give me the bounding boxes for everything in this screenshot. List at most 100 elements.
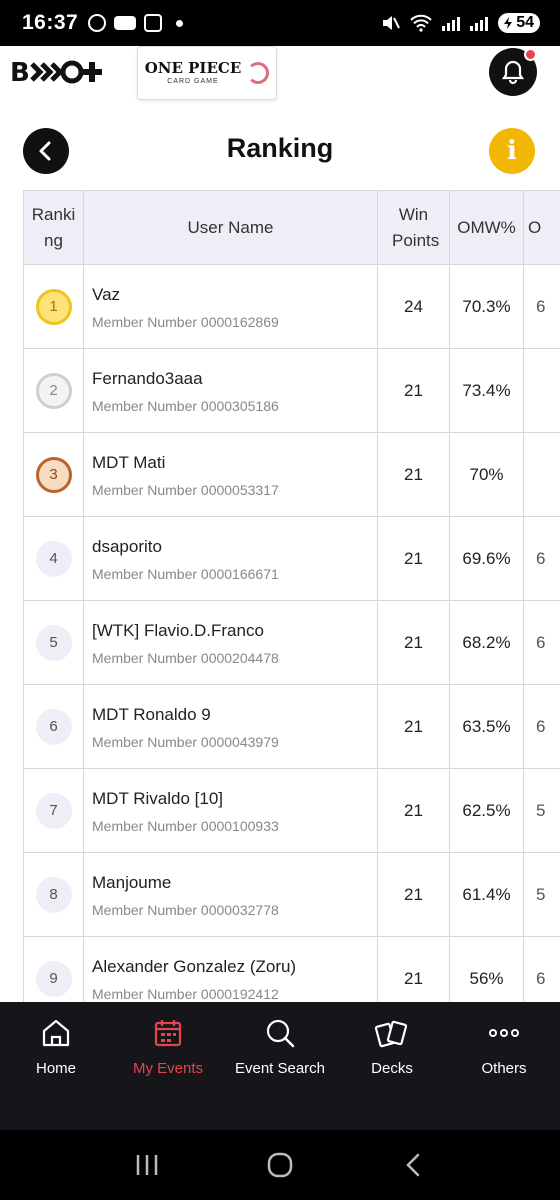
whatsapp-icon bbox=[88, 14, 107, 32]
omw-cell: 61.4% bbox=[449, 852, 524, 937]
bell-icon bbox=[501, 60, 525, 85]
win-points-cell: 21 bbox=[377, 852, 450, 937]
rank-badge: 6 bbox=[35, 708, 72, 745]
info-button[interactable]: i bbox=[489, 128, 535, 174]
rank-cell: 7 bbox=[23, 768, 84, 853]
table-row[interactable]: 3 MDT Mati Member Number 0000053317 21 70% bbox=[23, 432, 560, 517]
back-chevron-icon bbox=[406, 1153, 420, 1177]
mute-icon bbox=[383, 16, 401, 30]
bottom-navigation: Home My Events Event Search Decks Others bbox=[0, 1002, 560, 1130]
nav-decks[interactable]: Decks bbox=[336, 1002, 448, 1130]
rank-cell: 5 bbox=[23, 600, 84, 685]
user-name: MDT Ronaldo 9 bbox=[92, 704, 211, 724]
nav-home-label: Home bbox=[35, 1060, 76, 1077]
omw-cell: 62.5% bbox=[449, 768, 524, 853]
user-cell: MDT Mati Member Number 0000053317 bbox=[83, 432, 378, 517]
win-points-cell: 21 bbox=[377, 936, 450, 1002]
member-number: Member Number 0000053317 bbox=[92, 481, 279, 498]
notification-icons bbox=[88, 14, 184, 32]
win-points-cell: 21 bbox=[377, 768, 450, 853]
back-button[interactable] bbox=[23, 128, 69, 174]
more-notifications-dot bbox=[176, 19, 184, 27]
rank-badge: 5 bbox=[35, 624, 72, 661]
recent-apps-icon bbox=[136, 1155, 157, 1175]
system-status-icons: 54 bbox=[380, 13, 540, 33]
user-name: MDT Rivaldo [10] bbox=[92, 788, 224, 808]
info-icon: i bbox=[507, 136, 517, 166]
extra-column-cell: 6 bbox=[523, 936, 560, 1002]
home-system-button[interactable] bbox=[260, 1145, 300, 1185]
recent-apps-button[interactable] bbox=[127, 1145, 167, 1185]
user-cell: Vaz Member Number 0000162869 bbox=[83, 264, 378, 349]
bandai-tcg-plus-logo[interactable]: B bbox=[10, 56, 114, 95]
rank-cell: 4 bbox=[23, 516, 84, 601]
user-name: Alexander Gonzalez (Zoru) bbox=[92, 956, 297, 976]
nav-decks-label: Decks bbox=[371, 1060, 413, 1077]
table-row[interactable]: 1 Vaz Member Number 0000162869 24 70.3% 6 bbox=[23, 264, 560, 349]
rank-cell: 8 bbox=[23, 852, 84, 937]
table-row[interactable]: 8 Manjoume Member Number 0000032778 21 61.4%… bbox=[23, 852, 560, 937]
svg-text:B: B bbox=[10, 58, 28, 88]
win-points-cell: 21 bbox=[377, 516, 450, 601]
battery-saver-icon bbox=[504, 17, 513, 29]
status-time: 16:37 bbox=[22, 11, 79, 34]
wifi-icon bbox=[410, 14, 432, 32]
ring-logo-icon bbox=[247, 62, 270, 84]
nav-others-label: Others bbox=[481, 1060, 527, 1077]
extra-column-cell bbox=[523, 432, 560, 517]
ranking-table-container[interactable]: Ranking User Name Win Points OMW% O 1 Vaz… bbox=[23, 190, 560, 1002]
rank-badge: 9 bbox=[35, 960, 72, 997]
table-row[interactable]: 2 Fernando3aaa Member Number 0000305186 21 7… bbox=[23, 348, 560, 433]
user-cell: dsaporito Member Number 0000166671 bbox=[83, 516, 378, 601]
rank-badge: 8 bbox=[35, 876, 72, 913]
user-cell: [WTK] Flavio.D.Franco Member Number 00002… bbox=[83, 600, 378, 685]
nav-event-search-label: Event Search bbox=[234, 1060, 326, 1077]
cards-icon bbox=[375, 1016, 409, 1050]
win-points-cell: 24 bbox=[377, 264, 450, 349]
table-row[interactable]: 6 MDT Ronaldo 9 Member Number 0000043979 21… bbox=[23, 684, 560, 769]
omw-cell: 63.5% bbox=[449, 684, 524, 769]
member-number: Member Number 0000305186 bbox=[92, 397, 279, 414]
member-number: Member Number 0000100933 bbox=[92, 817, 279, 834]
member-number: Member Number 0000192412 bbox=[92, 985, 279, 1002]
user-cell: MDT Rivaldo [10] Member Number 0000100933 bbox=[83, 768, 378, 853]
omw-cell: 69.6% bbox=[449, 516, 524, 601]
omw-cell: 73.4% bbox=[449, 348, 524, 433]
table-row[interactable]: 5 [WTK] Flavio.D.Franco Member Number 0000… bbox=[23, 600, 560, 685]
rank-cell: 1 bbox=[23, 264, 84, 349]
rank-badge: 7 bbox=[35, 792, 72, 829]
rank-badge: 3 bbox=[35, 456, 72, 493]
battery-level: 54 bbox=[516, 14, 534, 31]
rank-badge: 2 bbox=[35, 372, 72, 409]
member-number: Member Number 0000162869 bbox=[92, 313, 279, 330]
card-game-logo-text: CARD GAME bbox=[167, 78, 219, 85]
nav-event-search[interactable]: Event Search bbox=[224, 1002, 336, 1130]
user-cell: MDT Ronaldo 9 Member Number 0000043979 bbox=[83, 684, 378, 769]
system-navigation-bar bbox=[0, 1130, 560, 1200]
table-row[interactable]: 4 dsaporito Member Number 0000166671 21 69.6… bbox=[23, 516, 560, 601]
page-title: Ranking bbox=[226, 133, 334, 163]
nav-my-events[interactable]: My Events bbox=[112, 1002, 224, 1130]
nav-my-events-label: My Events bbox=[132, 1060, 204, 1077]
nav-others[interactable]: Others bbox=[448, 1002, 560, 1130]
table-row[interactable]: 9 Alexander Gonzalez (Zoru) Member Number … bbox=[23, 936, 560, 1002]
extra-column-cell: 6 bbox=[523, 516, 560, 601]
table-row[interactable]: 7 MDT Rivaldo [10] Member Number 000010093… bbox=[23, 768, 560, 853]
extra-column-cell: 6 bbox=[523, 600, 560, 685]
instagram-icon bbox=[144, 14, 163, 32]
rank-badge: 4 bbox=[35, 540, 72, 577]
notifications-button[interactable] bbox=[489, 48, 537, 96]
member-number: Member Number 0000204478 bbox=[92, 649, 279, 666]
user-cell: Manjoume Member Number 0000032778 bbox=[83, 852, 378, 937]
member-number: Member Number 0000166671 bbox=[92, 565, 279, 582]
omw-cell: 68.2% bbox=[449, 600, 524, 685]
status-bar: 16:37 54 bbox=[0, 0, 560, 46]
nav-home[interactable]: Home bbox=[0, 1002, 112, 1130]
user-name: [WTK] Flavio.D.Franco bbox=[92, 620, 264, 640]
notification-badge bbox=[524, 48, 537, 61]
back-system-button[interactable] bbox=[393, 1145, 433, 1185]
rank-cell: 3 bbox=[23, 432, 84, 517]
signal-icon bbox=[442, 15, 461, 31]
column-header-ranking: Ranking bbox=[23, 190, 84, 265]
user-name: Manjoume bbox=[92, 872, 172, 892]
